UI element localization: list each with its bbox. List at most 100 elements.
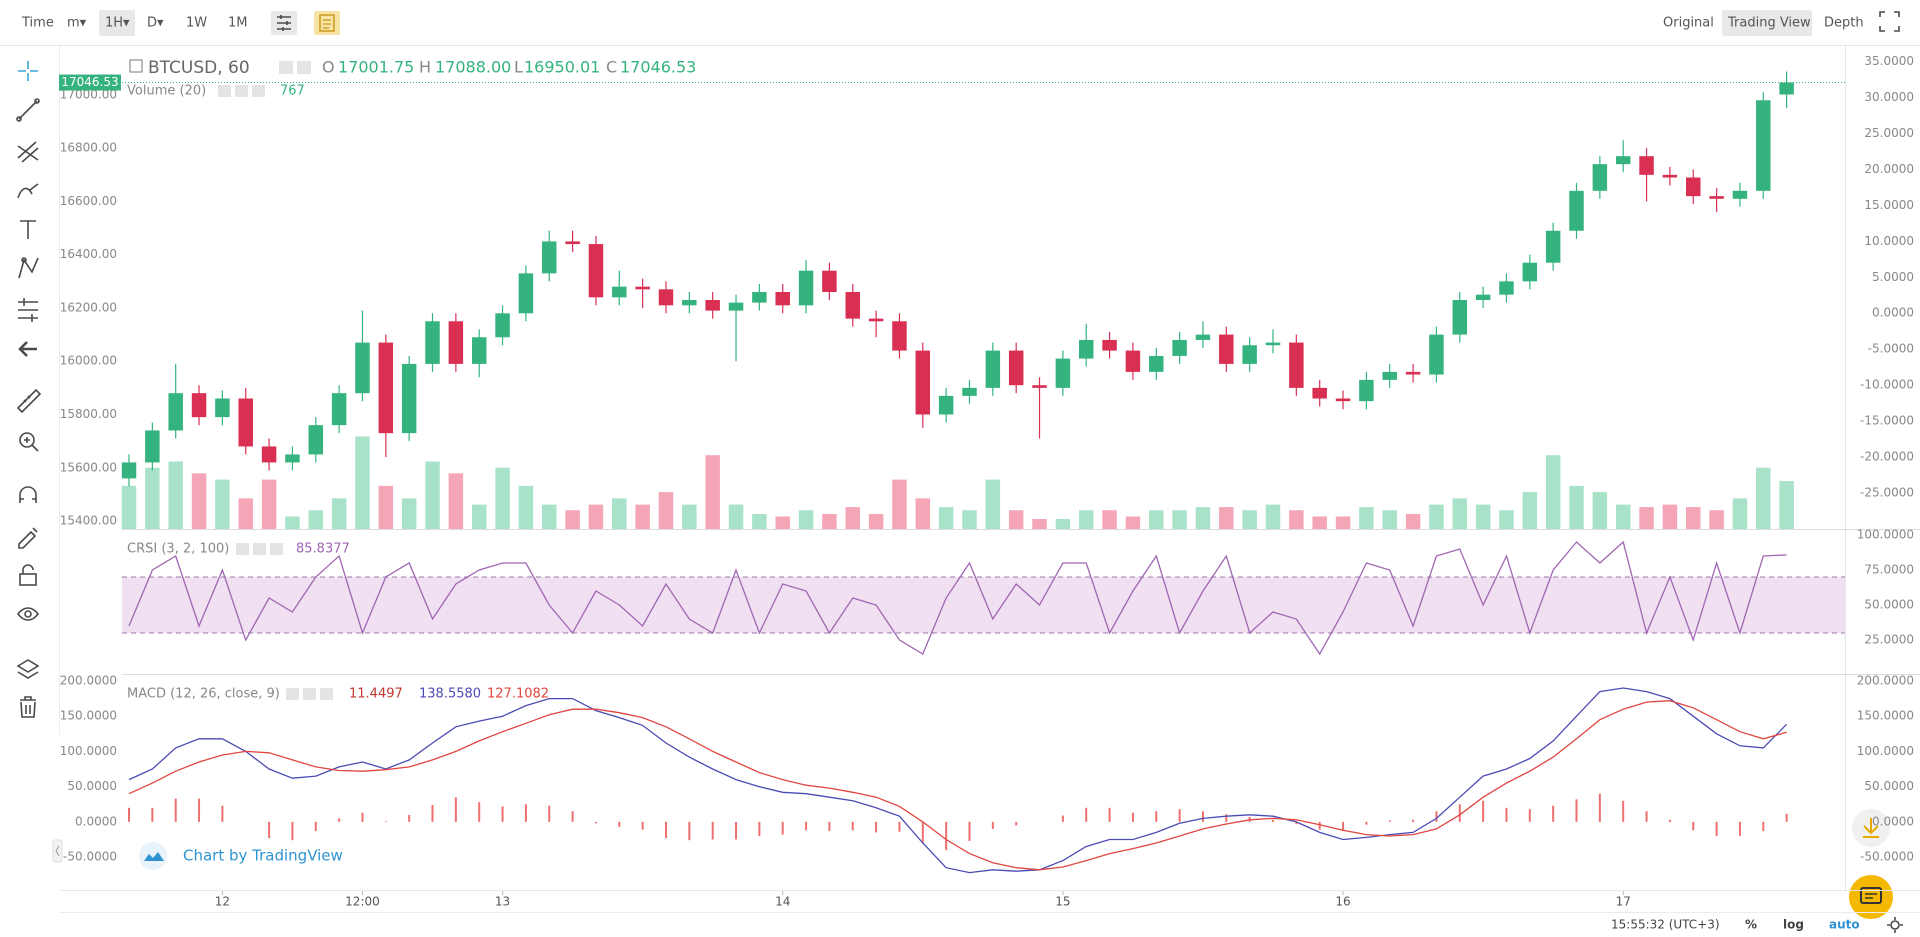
- legend-action[interactable]: [279, 61, 293, 74]
- x-tick-label: 12: [215, 895, 230, 909]
- volume-bar: [1545, 455, 1561, 529]
- candle-body: [752, 292, 767, 303]
- visibility-tool[interactable]: [16, 607, 40, 621]
- back-tool[interactable]: [18, 341, 37, 357]
- symbol-title: BTCUSD, 60: [148, 58, 250, 78]
- lock-drawing-tool[interactable]: [18, 527, 38, 549]
- y-tick-label: -5.0000: [1868, 342, 1914, 356]
- zoom-tool[interactable]: [19, 432, 39, 452]
- volume-bar: [985, 479, 1001, 529]
- volume-bar: [1686, 507, 1701, 529]
- scale-option[interactable]: auto: [1829, 918, 1860, 932]
- candle-body: [1475, 294, 1491, 300]
- legend-action[interactable]: [286, 688, 299, 700]
- pattern-tool[interactable]: [18, 257, 39, 279]
- candle-body: [1756, 100, 1771, 191]
- candle-body: [1429, 334, 1444, 375]
- prediction-tool[interactable]: [18, 298, 38, 322]
- candle-body: [1732, 190, 1748, 199]
- candle-body: [191, 393, 207, 418]
- interval-button[interactable]: m▾: [67, 16, 87, 31]
- interval-button[interactable]: Time: [21, 16, 54, 31]
- indicator-value: 11.4497: [349, 687, 403, 702]
- volume-bar: [1779, 481, 1794, 529]
- volume-bar: [565, 510, 580, 529]
- interval-button[interactable]: 1W: [186, 16, 207, 31]
- y-tick-label: 16200.00: [60, 300, 117, 314]
- legend-action[interactable]: [236, 543, 249, 555]
- volume-bar: [1522, 492, 1538, 529]
- candle-body: [425, 321, 440, 364]
- y-tick-label: 15600.00: [60, 460, 117, 474]
- collapse-pane-button[interactable]: [129, 59, 143, 73]
- legend-action[interactable]: [303, 688, 316, 700]
- candle-body: [798, 270, 814, 306]
- legend-action[interactable]: [270, 543, 283, 555]
- volume-title: Volume (20): [127, 84, 206, 99]
- notes-button[interactable]: [314, 11, 340, 35]
- volume-bar: [378, 485, 394, 529]
- legend-action[interactable]: [320, 688, 333, 700]
- view-button[interactable]: Depth: [1824, 16, 1864, 31]
- layers-tool[interactable]: [16, 659, 40, 679]
- legend-action[interactable]: [235, 85, 248, 97]
- candle-body: [845, 292, 860, 319]
- interval-button[interactable]: 1H▾: [105, 16, 130, 31]
- volume-bar: [1662, 504, 1678, 529]
- candle-body: [448, 321, 464, 364]
- crosshair-tool[interactable]: [18, 61, 38, 81]
- scale-option[interactable]: %: [1745, 918, 1757, 932]
- legend-action[interactable]: [253, 543, 266, 555]
- y-tick-label: 0.0000: [75, 814, 117, 828]
- chat-button[interactable]: [1849, 875, 1893, 919]
- y-tick-label: -20.0000: [1860, 450, 1914, 464]
- settings-button[interactable]: [271, 11, 297, 35]
- interval-button[interactable]: D▾: [147, 16, 164, 31]
- candle-body: [1359, 379, 1374, 402]
- lock-tool[interactable]: [19, 564, 37, 586]
- y-tick-label: 16600.00: [60, 194, 117, 208]
- volume-bar: [1055, 518, 1071, 529]
- volume-bar: [168, 461, 183, 529]
- pitchfork-tool[interactable]: [17, 141, 39, 163]
- delete-tool[interactable]: [20, 696, 36, 718]
- legend-action[interactable]: [297, 61, 311, 74]
- trendline-tool[interactable]: [16, 98, 40, 122]
- volume-bar: [518, 485, 534, 529]
- ohlc-value: 17088.00: [435, 58, 511, 77]
- y-tick-label: 35.0000: [1864, 54, 1914, 68]
- candle-body: [1125, 350, 1141, 372]
- gear-button[interactable]: [1887, 917, 1903, 933]
- y-tick-label: 0.0000: [1872, 306, 1914, 320]
- text-tool[interactable]: [20, 220, 36, 239]
- watermark-logo: [139, 842, 167, 870]
- candle-body: [261, 446, 277, 463]
- legend-action[interactable]: [218, 85, 231, 97]
- candle-body: [1032, 385, 1047, 388]
- collapse-handle[interactable]: [52, 839, 63, 863]
- brush-tool[interactable]: [17, 183, 39, 199]
- candle-body: [215, 398, 230, 418]
- clock: 15:55:32 (UTC+3): [1611, 918, 1720, 932]
- volume-bar: [868, 513, 884, 529]
- ohlc-value: 16950.01: [524, 58, 600, 77]
- view-button[interactable]: Original: [1663, 16, 1714, 31]
- candle-body: [1382, 371, 1397, 380]
- candle-body: [1405, 371, 1421, 375]
- volume-bar: [1732, 498, 1748, 529]
- view-button[interactable]: Trading View: [1727, 16, 1811, 31]
- fullscreen-button[interactable]: [1879, 11, 1900, 32]
- volume-bar: [1289, 510, 1304, 529]
- indicator-value: 138.5580: [419, 687, 481, 702]
- scale-option[interactable]: log: [1783, 918, 1804, 932]
- candle-body: [938, 395, 954, 415]
- magnet-tool[interactable]: [19, 486, 37, 503]
- scroll-to-latest-button[interactable]: [1852, 809, 1890, 847]
- ohlc-label: H: [419, 58, 431, 77]
- interval-button[interactable]: 1M: [228, 16, 248, 31]
- legend-action[interactable]: [252, 85, 265, 97]
- volume-bar: [495, 467, 510, 529]
- candle-body: [1149, 355, 1164, 372]
- ruler-tool[interactable]: [16, 388, 42, 414]
